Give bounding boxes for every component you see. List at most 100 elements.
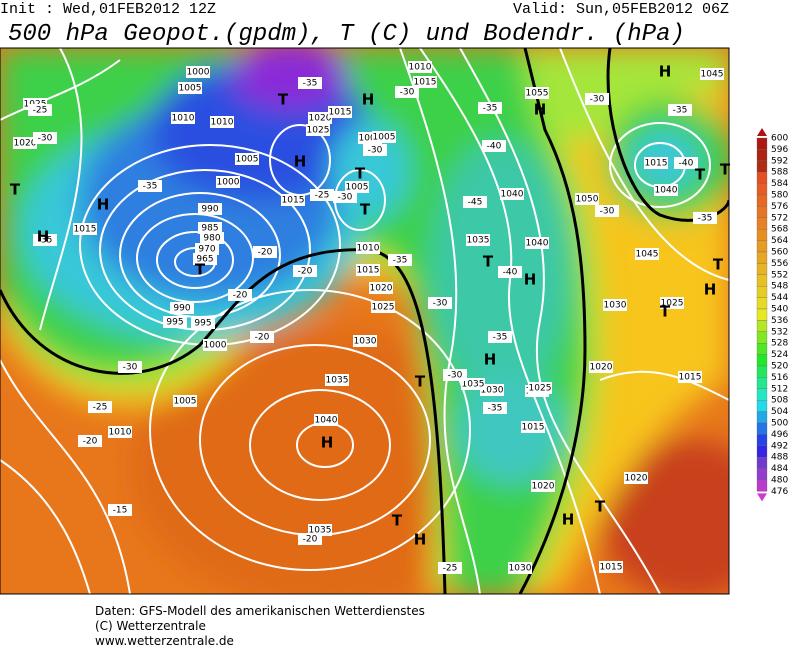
pressure-label-box xyxy=(500,188,524,200)
temperature-label: -30 xyxy=(400,88,415,98)
pressure-label-box xyxy=(408,61,432,73)
pressure-label-box xyxy=(178,82,202,94)
temperature-label-box xyxy=(483,402,507,414)
pressure-label-box xyxy=(603,299,627,311)
temperature-label: -40 xyxy=(503,268,518,278)
pressure-label-box xyxy=(345,181,369,193)
pressure-label: 995 xyxy=(166,318,183,328)
colorbar-label: 488 xyxy=(771,453,788,463)
pressure-center: H xyxy=(534,101,547,119)
pressure-label: 1020 xyxy=(625,474,648,484)
pressure-label: 1015 xyxy=(74,225,97,235)
pressure-label-box xyxy=(525,87,549,99)
colorbar-swatch xyxy=(756,354,768,367)
pressure-label: 1015 xyxy=(414,78,437,88)
pressure-label: 1040 xyxy=(655,186,678,196)
temperature-label-box xyxy=(363,144,387,156)
pressure-label: 1025 xyxy=(372,303,395,313)
pressure-label-box xyxy=(528,382,552,394)
pressure-label-box xyxy=(525,237,549,249)
temperature-label: -45 xyxy=(468,198,483,208)
pressure-center: T xyxy=(483,253,494,271)
colorbar-swatch xyxy=(756,400,768,412)
colorbar-swatch xyxy=(756,343,768,355)
pressure-center: H xyxy=(97,196,110,214)
temperature-label-box xyxy=(88,401,112,413)
colorbar-swatch xyxy=(756,377,768,389)
temperature-label-box xyxy=(585,93,609,105)
colorbar-swatch xyxy=(756,149,768,161)
pressure-label-box xyxy=(508,562,532,574)
pressure-center: H xyxy=(414,531,427,549)
temperature-label-box xyxy=(250,331,274,343)
pressure-center: H xyxy=(321,434,334,452)
pressure-center: T xyxy=(415,373,426,391)
pressure-label: 1030 xyxy=(481,386,504,396)
pressure-label-box xyxy=(306,124,330,136)
colorbar-swatch xyxy=(756,183,768,196)
pressure-label-box xyxy=(369,282,393,294)
pressure-label: 990 xyxy=(173,304,190,314)
colorbar-label: 552 xyxy=(771,270,788,280)
footer-line: www.wetterzentrale.de xyxy=(95,634,234,648)
colorbar-swatch xyxy=(756,445,768,458)
pressure-label-box xyxy=(575,193,599,205)
temperature-label-box xyxy=(478,102,502,114)
pressure-center: H xyxy=(362,91,375,109)
colorbar-swatch xyxy=(756,194,768,207)
temperature-label: -25 xyxy=(443,564,458,574)
colorbar-label: 564 xyxy=(771,236,788,246)
temperature-label: -25 xyxy=(315,191,330,201)
pressure-label-box xyxy=(644,157,668,169)
temperature-label-box xyxy=(674,157,698,169)
temperature-label: -20 xyxy=(83,437,98,447)
pressure-label: 1010 xyxy=(109,428,132,438)
temperature-label: -25 xyxy=(33,106,48,116)
temperature-label-box xyxy=(443,369,467,381)
colorbar-label: 496 xyxy=(771,430,788,440)
pressure-label: 1010 xyxy=(172,114,195,124)
temperature-label-box xyxy=(395,86,419,98)
pressure-label: 1020 xyxy=(370,284,393,294)
pressure-label-box xyxy=(235,153,259,165)
pressure-label: 1020 xyxy=(309,114,332,124)
pressure-label: 1020 xyxy=(532,482,555,492)
pressure-label-box xyxy=(521,421,545,433)
pressure-label: 1005 xyxy=(236,155,259,165)
colorbar-swatch xyxy=(756,468,768,481)
temperature-label-box xyxy=(298,77,322,89)
colorbar-swatch xyxy=(756,137,768,150)
colorbar-swatch xyxy=(756,160,768,173)
temperature-label-box xyxy=(388,254,412,266)
colorbar-label: 572 xyxy=(771,213,788,223)
colorbar-swatch xyxy=(756,263,768,275)
temperature-label-box xyxy=(498,266,522,278)
colorbar-swatch xyxy=(756,422,768,435)
pressure-label: 985 xyxy=(201,224,218,234)
pressure-label-box xyxy=(589,361,613,373)
temperature-label: -20 xyxy=(258,248,273,258)
temperature-label: -20 xyxy=(298,267,313,277)
pressure-label: 1015 xyxy=(357,266,380,276)
pressure-label: 1010 xyxy=(211,118,234,128)
pressure-label-box xyxy=(193,253,217,265)
pressure-label-box xyxy=(700,68,724,80)
colorbar-label: 600 xyxy=(771,134,788,144)
colorbar-label: 580 xyxy=(771,191,788,201)
temperature-label: -30 xyxy=(338,193,353,203)
pressure-label: 1030 xyxy=(354,337,377,347)
colorbar-cap-top xyxy=(757,128,767,136)
colorbar-swatch xyxy=(756,479,768,492)
pressure-center: H xyxy=(659,63,672,81)
temperature-label: -20 xyxy=(233,291,248,301)
pressure-label: 1005 xyxy=(346,183,369,193)
pressure-label-box xyxy=(466,234,490,246)
pressure-center: H xyxy=(562,511,575,529)
pressure-label: 1000 xyxy=(204,341,227,351)
pressure-label: 1015 xyxy=(600,563,623,573)
temperature-label-box xyxy=(333,191,357,203)
temperature-label: -30 xyxy=(448,371,463,381)
colorbar-swatch xyxy=(756,240,768,253)
colorbar-label: 588 xyxy=(771,168,788,178)
